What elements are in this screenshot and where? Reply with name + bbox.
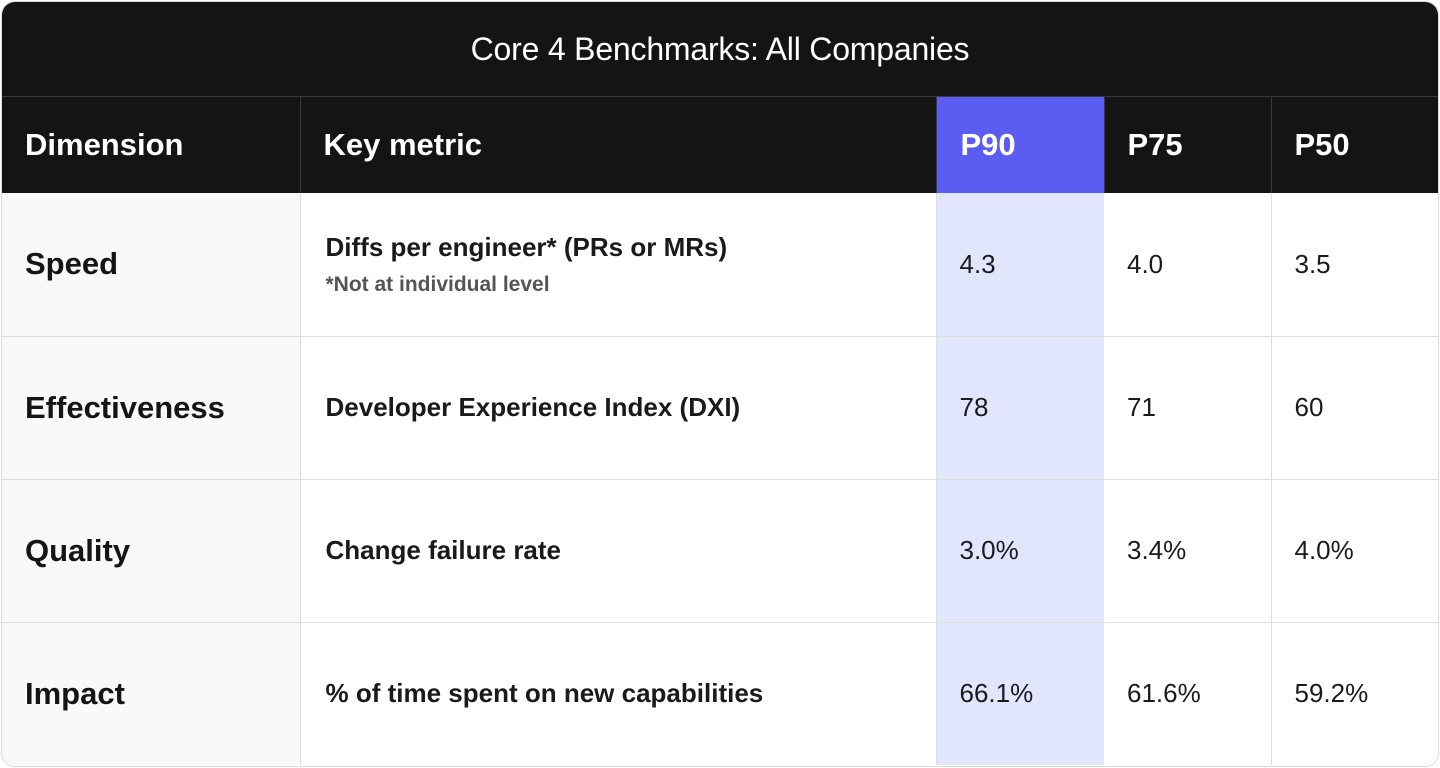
value-text: 3.0% <box>959 535 1019 565</box>
metric-footnote: *Not at individual level <box>325 272 550 296</box>
value-text: 71 <box>1127 392 1156 422</box>
metric-label: Change failure rate <box>325 535 562 565</box>
p50-value: 4.0% <box>1271 478 1438 622</box>
column-header-p50: P50 <box>1271 97 1438 193</box>
table-row-effectiveness: Effectiveness Developer Experience Index… <box>2 335 1438 479</box>
p50-value: 3.5 <box>1271 193 1438 336</box>
value-text: 4.0 <box>1127 248 1164 279</box>
value-text: 66.1% <box>959 678 1034 709</box>
value-text: 60 <box>1294 392 1324 422</box>
p50-value: 60 <box>1271 335 1438 479</box>
p90-value: 78 <box>936 335 1104 479</box>
dimension-cell: Speed <box>2 193 301 336</box>
column-header-p75: P75 <box>1104 97 1272 193</box>
value-text: 4.0% <box>1294 535 1354 565</box>
p75-value: 61.6% <box>1104 621 1272 765</box>
table-row-impact: Impact % of time spent on new capabiliti… <box>2 621 1438 765</box>
metric-cell: Change failure rate <box>300 478 937 622</box>
p90-value: 4.3 <box>936 193 1104 336</box>
table-row-speed: Speed Diffs per engineer* (PRs or MRs) *… <box>2 193 1438 336</box>
metric-cell: % of time spent on new capabilities <box>300 621 937 765</box>
value-text: 61.6% <box>1127 678 1201 709</box>
column-header-dimension: Dimension <box>2 97 301 193</box>
table-title: Core 4 Benchmarks: All Companies <box>2 2 1438 97</box>
p75-value: 71 <box>1104 335 1272 479</box>
dimension-cell: Effectiveness <box>2 335 301 479</box>
header-row: Dimension Key metric P90 P75 P50 <box>2 97 1438 193</box>
metric-label: Developer Experience Index (DXI) <box>325 392 741 422</box>
value-text: 3.5 <box>1294 248 1331 279</box>
value-text: 78 <box>959 392 989 422</box>
metric-label: Diffs per engineer* (PRs or MRs) <box>325 231 728 262</box>
p75-value: 4.0 <box>1104 193 1272 336</box>
metric-label: % of time spent on new capabilities <box>325 678 764 709</box>
dimension-cell: Quality <box>2 478 301 622</box>
value-text: 3.4% <box>1127 535 1187 565</box>
p50-value: 59.2% <box>1271 621 1438 765</box>
metric-cell: Diffs per engineer* (PRs or MRs) *Not at… <box>300 193 937 336</box>
dimension-cell: Impact <box>2 621 301 765</box>
p90-value: 3.0% <box>936 478 1104 622</box>
value-text: 59.2% <box>1294 678 1369 709</box>
value-text: 4.3 <box>959 248 996 279</box>
column-header-p90: P90 <box>936 97 1105 193</box>
p75-value: 3.4% <box>1104 478 1272 622</box>
p90-value: 66.1% <box>936 621 1104 765</box>
column-header-key-metric: Key metric <box>300 97 937 193</box>
benchmark-table: Dimension Key metric P90 P75 P50 Speed D… <box>2 97 1438 765</box>
metric-cell: Developer Experience Index (DXI) <box>300 335 937 479</box>
table-row-quality: Quality Change failure rate 3.0% 3.4% 4.… <box>2 478 1438 622</box>
